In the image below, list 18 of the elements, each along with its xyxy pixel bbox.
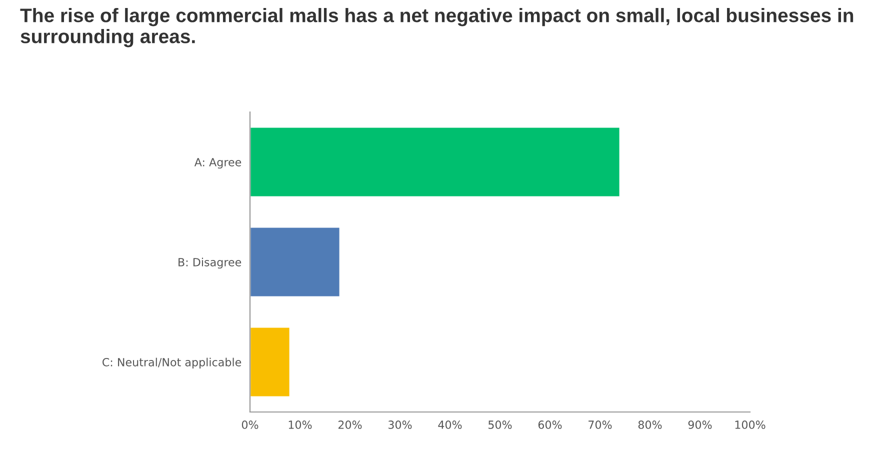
- x-tick-label: 100%: [735, 420, 766, 429]
- x-tick-label: 50%: [488, 420, 512, 429]
- bar: [250, 126, 621, 198]
- x-tick-label: 80%: [638, 420, 662, 429]
- x-tick-label: 20%: [338, 420, 362, 429]
- x-tick-label: 60%: [538, 420, 562, 429]
- x-tick-label: 40%: [438, 420, 462, 429]
- bar: [250, 226, 341, 298]
- x-tick-label: 30%: [388, 420, 412, 429]
- y-tick-label: B: Disagree: [178, 258, 242, 269]
- bar: [250, 326, 291, 398]
- y-tick-label: A: Agree: [194, 158, 242, 169]
- y-tick-label: C: Neutral/Not applicable: [102, 358, 242, 369]
- x-tick-label: 0%: [242, 420, 258, 429]
- chart-title: The rise of large commercial malls has a net negative impact on small, local businesses in surrounding areas.: [20, 8, 854, 48]
- x-tick-label: 70%: [588, 420, 612, 429]
- x-tick-label: 10%: [288, 420, 312, 429]
- x-tick-label: 90%: [688, 420, 712, 429]
